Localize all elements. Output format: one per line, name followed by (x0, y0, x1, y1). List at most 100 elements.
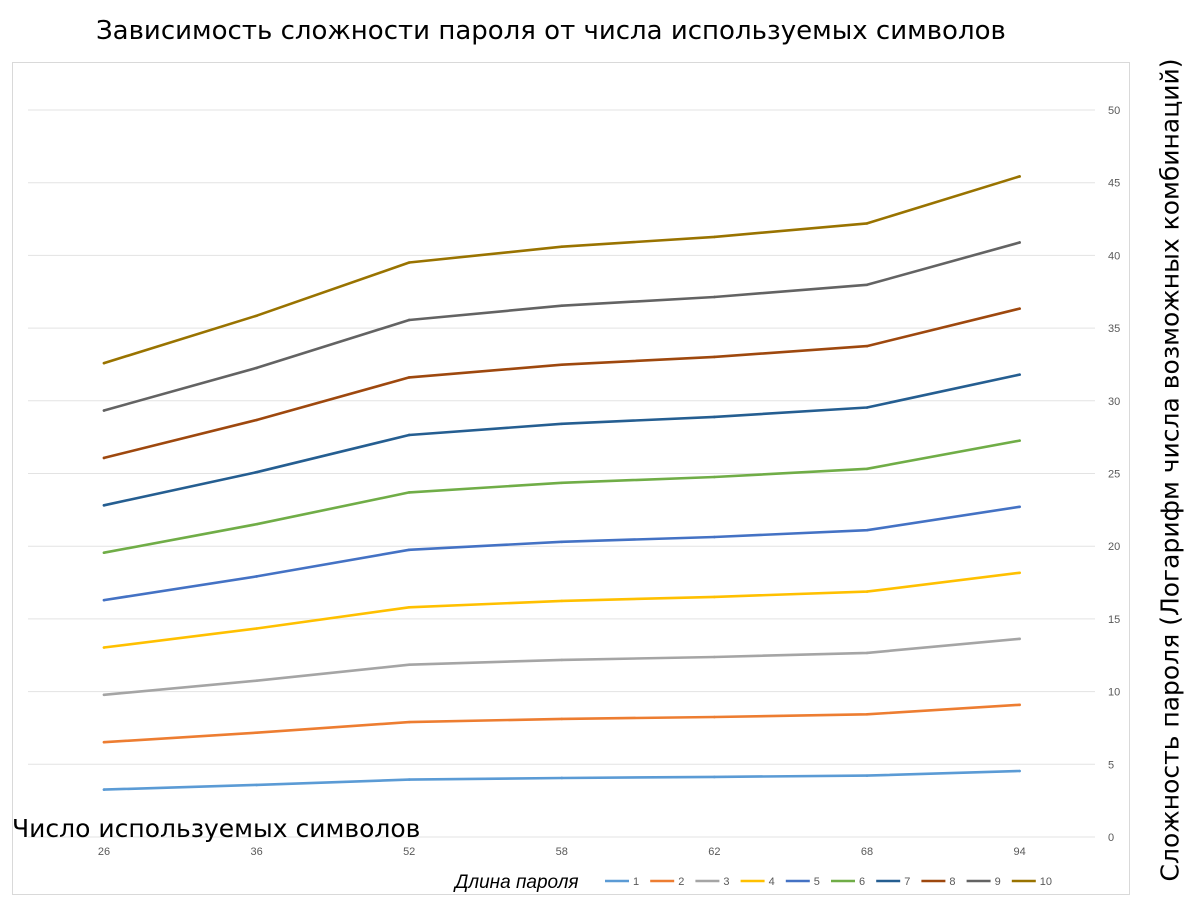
data-point (102, 693, 106, 697)
series-line-1 (102, 769, 1021, 791)
x-tick-label: 36 (250, 846, 262, 858)
series-4 (102, 571, 1021, 649)
x-tick-label: 94 (1013, 846, 1025, 858)
data-point (255, 783, 258, 787)
x-tick-label: 62 (708, 846, 720, 858)
series-10 (102, 175, 1021, 365)
y-tick-label: 5 (1108, 759, 1114, 771)
legend-item-2: 2 (650, 876, 684, 888)
legend: Длина пароля 1 2 3 4 5 6 7 8 9 10 (453, 872, 1052, 893)
data-point (713, 535, 716, 539)
data-point (1018, 769, 1021, 773)
data-point (865, 712, 869, 716)
y-tick-label: 30 (1108, 396, 1120, 408)
data-point (560, 717, 564, 721)
legend-label: 3 (723, 876, 729, 888)
y-tick-label: 35 (1108, 323, 1120, 335)
data-point (560, 776, 564, 780)
x-tick-label: 68 (861, 846, 873, 858)
series-1 (102, 769, 1021, 791)
data-point (560, 304, 564, 308)
data-point (560, 599, 564, 603)
legend-label: 2 (678, 876, 684, 888)
data-point (1018, 175, 1021, 178)
series-line-5 (102, 505, 1021, 602)
data-point (1018, 307, 1021, 310)
legend-item-3: 3 (695, 876, 730, 888)
y-tick-label: 0 (1108, 832, 1114, 844)
data-point (102, 646, 106, 649)
series-7 (102, 373, 1021, 507)
data-point (865, 467, 869, 471)
series-2 (102, 703, 1021, 744)
plot-area-frame (12, 62, 1130, 895)
series-line-3 (102, 637, 1021, 697)
data-point (865, 344, 869, 348)
legend-title: Длина пароля (453, 872, 579, 893)
series-line-6 (102, 439, 1021, 555)
data-point (865, 406, 869, 409)
legend-label: 1 (633, 876, 639, 888)
y-tick-label: 45 (1108, 178, 1120, 190)
data-point (407, 778, 411, 781)
data-point (1018, 241, 1021, 244)
series-line-2 (102, 703, 1021, 744)
series-line-9 (102, 241, 1021, 412)
y-axis-ticks: 0 5 10 15 20 25 30 35 40 45 50 (1108, 105, 1120, 844)
data-point (255, 470, 258, 474)
x-axis-ticks: 26 36 52 58 62 68 94 (98, 846, 1026, 858)
data-point (560, 658, 564, 662)
gridlines (28, 109, 1095, 838)
legend-label: 7 (904, 876, 910, 888)
legend-label: 5 (814, 876, 820, 888)
data-point (255, 522, 258, 526)
data-point (713, 715, 716, 719)
y-tick-label: 20 (1108, 541, 1120, 553)
series-line-4 (102, 571, 1021, 649)
legend-item-9: 9 (966, 876, 1001, 888)
series-line-8 (102, 307, 1021, 460)
series-8 (102, 307, 1021, 460)
data-point (1018, 505, 1021, 509)
data-point (865, 528, 869, 532)
series-9 (102, 241, 1021, 412)
data-point (713, 235, 716, 239)
data-point (407, 491, 411, 494)
data-point (713, 775, 716, 779)
data-point (255, 679, 258, 682)
data-point (102, 504, 106, 507)
series-line-10 (102, 175, 1021, 365)
data-point (102, 740, 106, 744)
data-point (713, 595, 716, 599)
y-tick-label: 15 (1108, 614, 1120, 626)
data-point (560, 422, 564, 426)
legend-items: 1 2 3 4 5 6 7 8 9 10 (605, 876, 1052, 888)
data-point (102, 409, 106, 412)
series-3 (102, 637, 1021, 697)
data-point (102, 788, 106, 791)
data-point (713, 475, 716, 479)
legend-item-4: 4 (740, 876, 775, 888)
y-axis-label: Сложность пароля (Логарифм числа возможн… (1155, 58, 1185, 882)
y-tick-label: 50 (1108, 105, 1120, 117)
legend-label: 6 (859, 876, 865, 888)
data-point (255, 627, 258, 630)
y-tick-label: 40 (1108, 250, 1120, 262)
legend-item-6: 6 (831, 876, 865, 888)
data-point (407, 548, 411, 552)
data-point (255, 575, 258, 578)
x-tick-label: 26 (98, 846, 110, 858)
data-point (102, 361, 106, 365)
data-point (1018, 571, 1021, 575)
data-point (560, 363, 564, 367)
x-axis-label: Число используемых символов (12, 814, 421, 843)
data-point (255, 366, 258, 370)
data-point (407, 318, 411, 322)
data-point (407, 605, 411, 609)
x-tick-label: 58 (556, 846, 568, 858)
data-point (713, 295, 716, 299)
series-5 (102, 505, 1021, 602)
legend-label: 8 (949, 876, 955, 888)
data-point (713, 355, 716, 359)
